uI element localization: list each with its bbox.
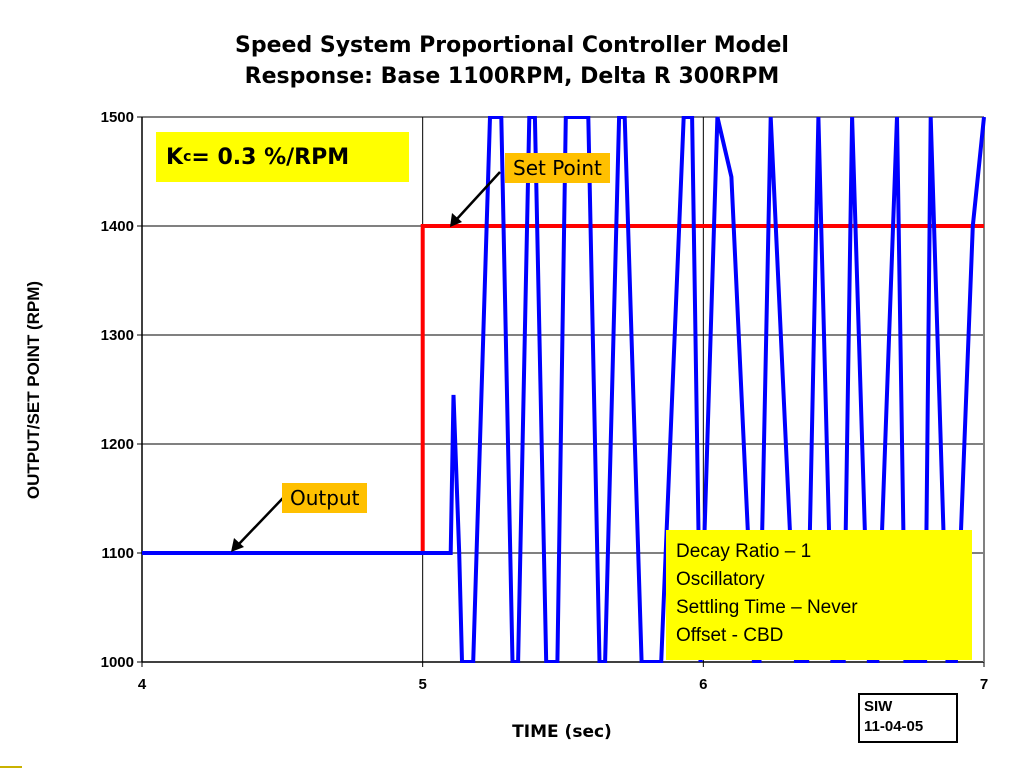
series-line-output (142, 116, 986, 663)
chart-title-line-2: Response: Base 1100RPM, Delta R 300RPM (244, 64, 780, 89)
gain-subscript: c (183, 149, 192, 165)
gain-value: = 0.3 %/RPM (191, 144, 350, 170)
note-oscillatory: Oscillatory (676, 569, 765, 590)
x-tick-label: 5 (418, 676, 426, 693)
set-point-callout: Set Point (505, 153, 610, 183)
response-notes-box: Decay Ratio – 1 Oscillatory Settling Tim… (666, 530, 972, 660)
y-tick-label: 1400 (101, 218, 134, 235)
slide-footer-mark (0, 766, 22, 768)
stamp-author: SIW (864, 698, 893, 715)
gain-symbol: K (166, 144, 184, 170)
y-tick-label: 1300 (101, 327, 134, 344)
set-point-arrow (455, 171, 501, 221)
y-tick-label: 1000 (101, 654, 134, 671)
note-decay-ratio: Decay Ratio – 1 (676, 541, 812, 562)
output-callout: Output (282, 483, 368, 513)
note-offset: Offset - CBD (676, 625, 784, 646)
y-tick-label: 1200 (101, 436, 134, 453)
x-tick-label: 4 (138, 676, 147, 693)
chart-title: Speed System Proportional Controller Mod… (0, 30, 1024, 92)
chart-title-line-1: Speed System Proportional Controller Mod… (235, 33, 789, 58)
x-tick-label: 7 (980, 676, 988, 693)
note-settling-time: Settling Time – Never (676, 597, 858, 618)
y-tick-label: 1100 (101, 545, 134, 562)
stamp-date: 11-04-05 (864, 718, 924, 735)
set-point-arrowhead (450, 213, 462, 227)
output-arrow (237, 497, 284, 546)
y-axis-label: OUTPUT/SET POINT (RPM) (24, 280, 43, 500)
x-tick-label: 6 (699, 676, 707, 693)
author-date-stamp: SIW 11-04-05 (858, 693, 958, 743)
output-arrowhead (231, 538, 244, 552)
x-axis-label: TIME (sec) (512, 722, 612, 742)
y-tick-label: 1500 (101, 109, 134, 126)
